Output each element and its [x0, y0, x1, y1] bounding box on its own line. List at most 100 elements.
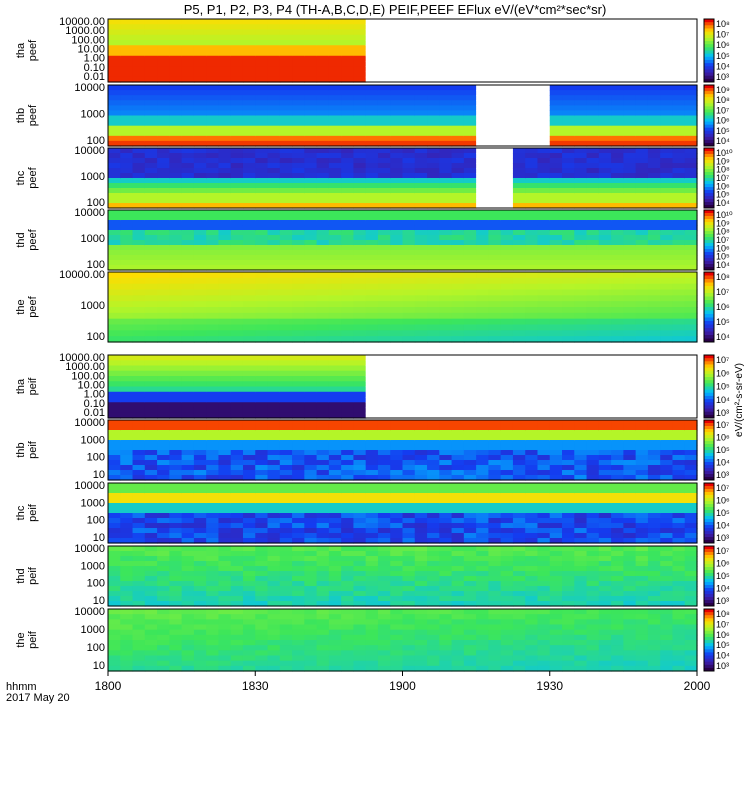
heatmap-cell — [439, 330, 453, 337]
heatmap-cell — [206, 215, 220, 221]
heatmap-cell — [267, 19, 281, 25]
heatmap-cell — [230, 295, 244, 302]
heatmap-cell — [586, 55, 600, 62]
heatmap-cell — [488, 289, 502, 296]
heatmap-cell — [292, 173, 305, 179]
heatmap-cell — [132, 61, 146, 67]
heatmap-cell — [144, 260, 158, 266]
heatmap-cell — [476, 50, 489, 57]
heatmap-cell — [169, 255, 183, 261]
heatmap-cell — [279, 381, 293, 388]
heatmap-cell — [451, 183, 465, 189]
heatmap-cell — [108, 381, 121, 388]
heatmap-cell — [660, 475, 674, 481]
heatmap-cell — [218, 203, 232, 209]
heatmap-cell — [488, 115, 502, 122]
heatmap-cell — [120, 503, 134, 509]
heatmap-cell — [242, 100, 256, 106]
heatmap-cell — [647, 220, 661, 226]
colorbar-segment — [704, 405, 714, 410]
heatmap-cell — [193, 110, 207, 117]
heatmap-cell — [120, 71, 134, 78]
heatmap-cell — [500, 283, 514, 291]
heatmap-cell — [181, 240, 195, 246]
heatmap-cell — [635, 360, 649, 367]
heatmap-cell — [476, 450, 489, 456]
heatmap-cell — [463, 483, 477, 489]
heatmap-cell — [512, 135, 526, 142]
heatmap-cell — [279, 435, 293, 441]
heatmap-cell — [562, 29, 575, 36]
heatmap-cell — [144, 210, 158, 216]
heatmap-cell — [230, 71, 244, 78]
heatmap-cell — [132, 513, 146, 519]
heatmap-cell — [623, 440, 637, 446]
heatmap-cell — [598, 283, 612, 291]
heatmap-cell — [414, 283, 428, 291]
heatmap-cell — [316, 430, 330, 436]
heatmap-cell — [647, 85, 661, 91]
colorbar-segment — [704, 213, 714, 217]
colorbar-segment — [704, 154, 714, 158]
heatmap-cell — [365, 376, 379, 382]
heatmap-cell — [181, 283, 195, 291]
heatmap-cell — [242, 153, 256, 159]
heatmap-cell — [684, 402, 698, 409]
heatmap-cell — [255, 435, 269, 441]
heatmap-cell — [377, 272, 391, 279]
heatmap-cell — [402, 440, 416, 446]
heatmap-cell — [108, 538, 121, 544]
heatmap-cell — [206, 158, 220, 164]
heatmap-cell — [451, 289, 465, 296]
heatmap-cell — [402, 336, 416, 343]
heatmap-cell — [292, 470, 305, 476]
heatmap-cell — [218, 397, 232, 403]
heatmap-cell — [500, 29, 514, 36]
heatmap-cell — [439, 198, 453, 204]
heatmap-cell — [328, 110, 342, 117]
heatmap-cell — [341, 376, 355, 382]
heatmap-cell — [439, 29, 453, 36]
heatmap-cell — [206, 397, 220, 403]
heatmap-cell — [341, 475, 355, 481]
heatmap-cell — [169, 289, 183, 296]
heatmap-cell — [512, 168, 526, 174]
heatmap-cell — [611, 360, 624, 367]
heatmap-cell — [181, 245, 195, 251]
heatmap-cell — [660, 220, 674, 226]
heatmap-cell — [598, 386, 612, 393]
heatmap-cell — [144, 596, 158, 602]
heatmap-cell — [647, 120, 661, 127]
heatmap-cell — [476, 365, 489, 372]
heatmap-cell — [623, 272, 637, 279]
heatmap-cell — [193, 402, 207, 409]
heatmap-cell — [549, 376, 563, 382]
heatmap-cell — [611, 533, 624, 539]
heatmap-cell — [304, 19, 318, 25]
heatmap-cell — [684, 168, 698, 174]
heatmap-cell — [120, 225, 134, 231]
heatmap-cell — [402, 178, 416, 184]
heatmap-cell — [647, 148, 661, 154]
heatmap-cell — [525, 158, 539, 164]
heatmap-cell — [463, 203, 477, 209]
heatmap-cell — [402, 420, 416, 426]
heatmap-cell — [512, 528, 526, 534]
heatmap-cell — [132, 240, 146, 246]
heatmap-cell — [598, 272, 612, 279]
heatmap-cell — [230, 412, 244, 419]
heatmap-cell — [684, 188, 698, 194]
heatmap-cell — [500, 255, 514, 261]
heatmap-cell — [402, 370, 416, 377]
heatmap-cell — [108, 386, 121, 393]
colorbar-tick-label: 10⁵ — [716, 382, 730, 392]
heatmap-cell — [377, 183, 391, 189]
heatmap-cell — [169, 430, 183, 436]
heatmap-cell — [390, 260, 404, 266]
heatmap-cell — [562, 225, 575, 231]
heatmap-cell — [647, 324, 661, 331]
heatmap-cell — [279, 178, 293, 184]
heatmap-cell — [169, 140, 183, 147]
heatmap-cell — [476, 376, 489, 382]
heatmap-cell — [230, 330, 244, 337]
